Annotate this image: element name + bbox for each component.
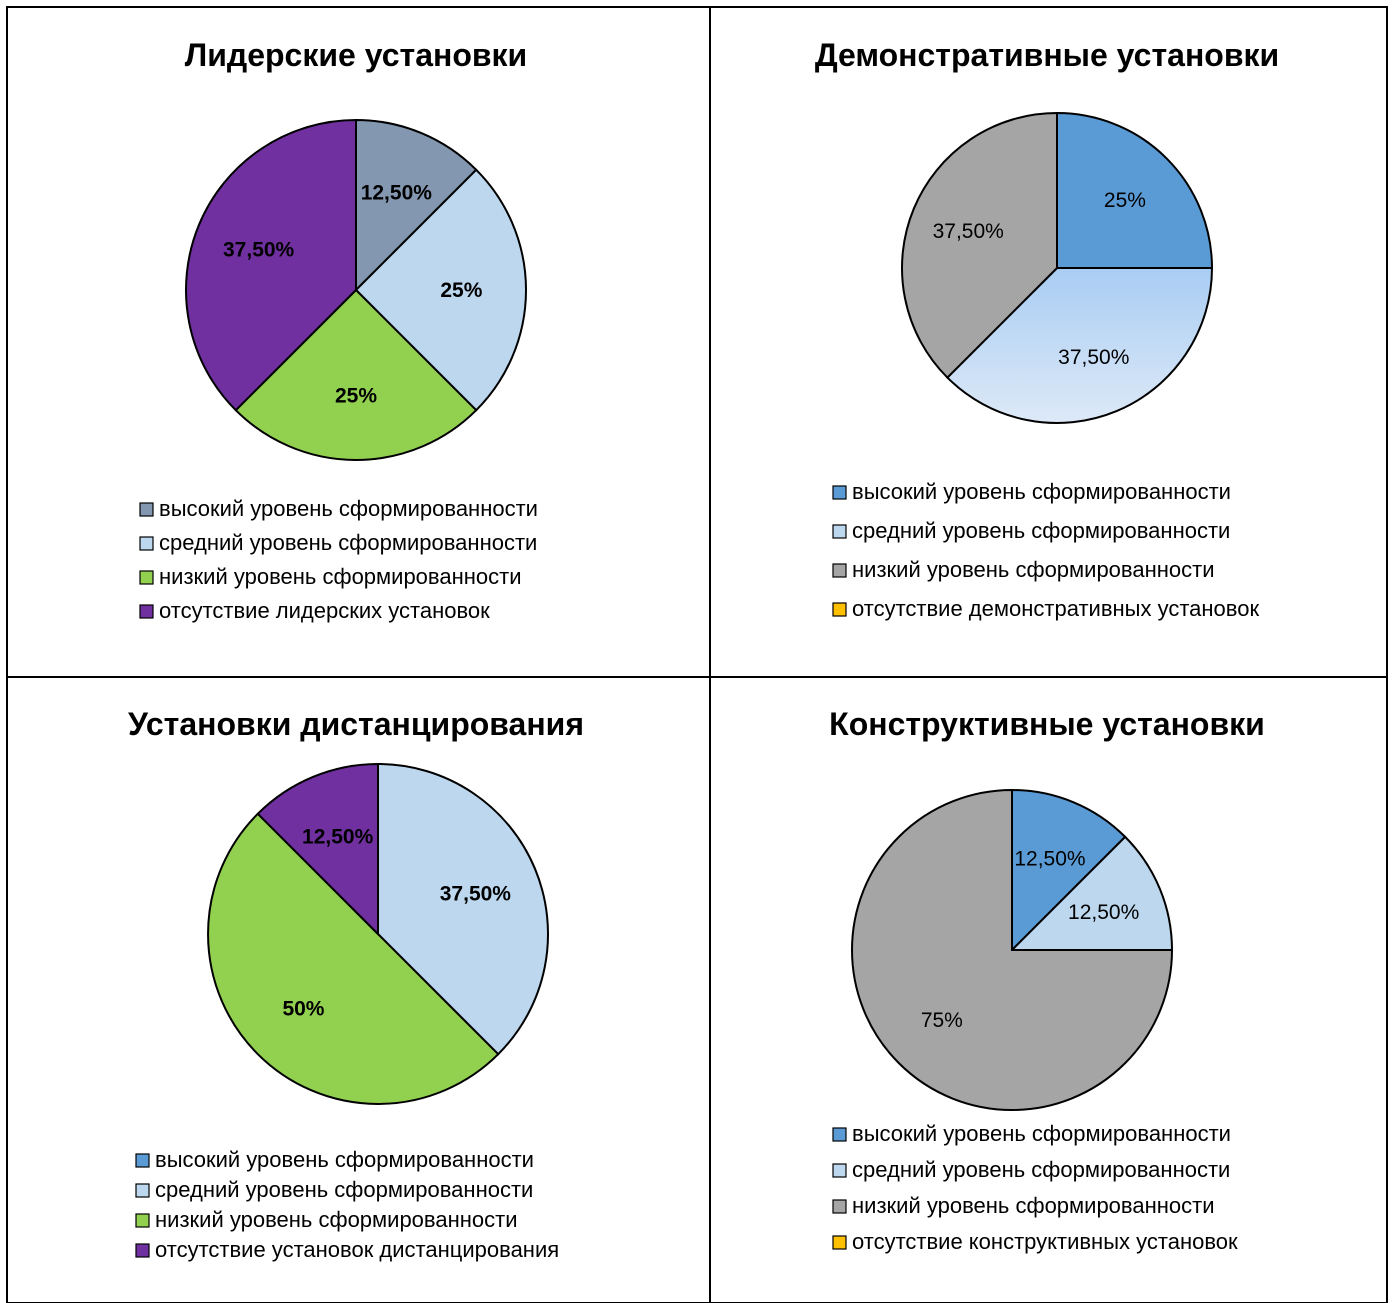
legend-swatch-3 [832,563,847,578]
legend-swatch-3 [139,570,154,585]
pie-slice-2 [354,168,527,412]
legend-swatch-2 [832,524,847,539]
data-label-3: 75% [921,1009,963,1032]
legend-label-3: низкий уровень сформированности [159,564,522,589]
pie-slice-3 [900,111,1058,380]
data-label-3: 50% [282,998,324,1021]
legend-swatch-4 [139,604,154,619]
pie-slice-1 [1056,111,1214,269]
pie-slice-3 [851,788,1174,1111]
pie-slice-4 [185,118,357,412]
legend-label-2: средний уровень сформированности [159,530,537,555]
pie-slice-1 [355,118,478,293]
legend-swatch-2 [135,1183,150,1198]
data-label-2: 25% [440,279,482,302]
data-label-4: 12,50% [302,826,374,849]
legend-label-4: отсутствие демонстративных установок [852,596,1259,621]
pie-slice-1 [1011,788,1127,953]
legend-label-2: средний уровень сформированности [852,518,1230,543]
pie-slice-2 [1009,835,1174,951]
data-label-2: 12,50% [1068,901,1139,924]
data-label-3: 25% [335,384,377,407]
legend-swatch-3 [832,1199,847,1214]
chart-title: Установки дистанцирования [128,706,584,742]
legend-swatch-4 [832,602,847,617]
pie-chart-1: Лидерские установки 12,50% 25% 25% 37,50% выс… [139,37,538,623]
legend-swatch-4 [832,1235,847,1250]
legend-swatch-2 [832,1163,847,1178]
legend-label-1: высокий уровень сформированности [852,479,1231,504]
legend-label-4: отсутствие лидерских установок [159,598,490,623]
data-label-2: 37,50% [440,883,512,906]
pie-slice-2 [377,762,549,1056]
pie-slice-2 [945,267,1214,425]
legend-swatch-2 [139,536,154,551]
legend-swatch-1 [135,1153,150,1168]
legend-swatch-1 [832,485,847,500]
legend-swatch-3 [135,1213,150,1228]
data-label-1: 12,50% [361,182,433,205]
pie-slice-4 [256,762,379,937]
legend-swatch-1 [832,1127,847,1142]
legend-label-2: средний уровень сформированности [155,1177,533,1202]
chart-title: Конструктивные установки [829,706,1265,742]
data-label-3: 37,50% [933,220,1004,243]
legend-label-1: высокий уровень сформированности [852,1121,1231,1146]
legend-label-1: высокий уровень сформированности [159,496,538,521]
legend-label-4: отсутствие установок дистанцирования [155,1237,559,1262]
chart-title: Демонстративные установки [815,37,1279,73]
pie-chart-4: Конструктивные установки 12,50% 12,50% 75% в… [829,706,1265,1254]
pie-chart-3: Установки дистанцирования 37,50% 50% 12,50%… [128,706,584,1262]
legend-swatch-4 [135,1243,150,1258]
legend-label-2: средний уровень сформированности [852,1157,1230,1182]
legend-swatch-1 [139,502,154,517]
pie-slice-3 [234,288,478,461]
data-label-4: 37,50% [223,239,295,262]
legend-label-1: высокий уровень сформированности [155,1147,534,1172]
legend-label-3: низкий уровень сформированности [155,1207,518,1232]
chart-title: Лидерские установки [185,37,527,73]
data-label-2: 37,50% [1058,346,1129,369]
data-label-1: 12,50% [1014,847,1085,870]
legend-label-4: отсутствие конструктивных установок [852,1229,1238,1254]
pie-chart-2: Демонстративные установки 25% 37,50% 37,50%… [815,37,1279,621]
legend-label-3: низкий уровень сформированности [852,557,1215,582]
legend-label-3: низкий уровень сформированности [852,1193,1215,1218]
data-label-1: 25% [1104,189,1146,212]
pie-slice-3 [207,812,500,1105]
